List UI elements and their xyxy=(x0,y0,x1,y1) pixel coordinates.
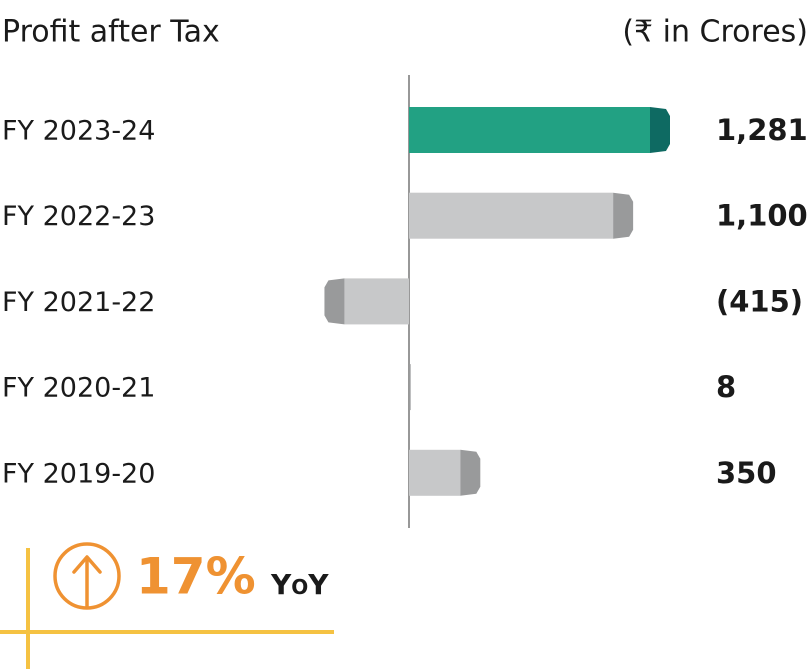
value-label: 1,100 xyxy=(716,199,808,233)
value-label: 8 xyxy=(716,370,736,404)
yoy-value: 17% xyxy=(136,548,256,606)
category-label: FY 2023-24 xyxy=(2,116,155,147)
bar xyxy=(409,107,650,153)
category-label: FY 2020-21 xyxy=(2,373,155,404)
value-label: 1,281 xyxy=(716,113,808,147)
value-label: 350 xyxy=(716,456,777,490)
yoy-label: YoY xyxy=(270,568,329,601)
category-label: FY 2022-23 xyxy=(2,201,155,232)
bar-end xyxy=(613,192,634,239)
bar xyxy=(409,192,614,239)
bar xyxy=(409,449,461,496)
category-label: FY 2021-22 xyxy=(2,287,155,318)
category-label: FY 2019-20 xyxy=(2,458,155,489)
value-label: (415) xyxy=(716,284,803,318)
bar-end xyxy=(460,449,481,496)
up-icon xyxy=(53,542,121,610)
bar xyxy=(344,278,409,325)
bar-end xyxy=(324,278,345,325)
bar-end xyxy=(409,364,411,411)
chart-title: Profit after Tax xyxy=(2,15,220,50)
chart-subtitle: (₹ in Crores) xyxy=(622,15,808,50)
bar-end xyxy=(650,107,670,153)
